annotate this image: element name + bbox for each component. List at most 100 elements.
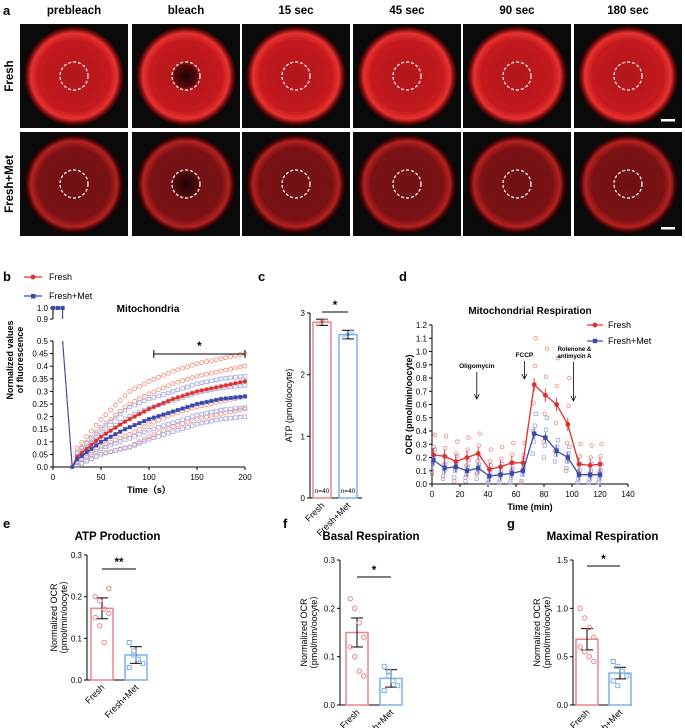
replicate-point <box>578 442 583 447</box>
roi-circle <box>59 61 89 91</box>
replicate-point <box>530 451 535 456</box>
replicate-point <box>141 381 147 387</box>
y-tick-label: 1.5 <box>557 556 569 565</box>
replicate-point <box>542 411 547 416</box>
replicate-point <box>555 444 560 449</box>
y-tick-label: 0.1 <box>71 634 83 643</box>
data-point <box>126 640 132 645</box>
replicate-point <box>553 453 559 458</box>
replicate-point <box>89 452 94 457</box>
roi-circle <box>392 61 422 91</box>
replicate-point <box>151 376 157 382</box>
replicate-point <box>98 446 104 451</box>
replicate-point <box>199 420 204 426</box>
panel-c-label: c <box>258 269 265 284</box>
replicate-point <box>185 384 190 390</box>
replicate-point <box>509 475 514 480</box>
replicate-point <box>588 455 593 460</box>
replicate-point <box>476 443 481 448</box>
replicate-point <box>113 448 118 453</box>
series-point <box>224 383 228 388</box>
replicate-point <box>108 428 113 434</box>
x-tick-label: Fresh+Met <box>358 707 396 728</box>
replicate-point <box>136 383 142 389</box>
replicate-point <box>565 459 570 464</box>
data-point <box>591 658 597 665</box>
replicate-point <box>189 375 195 381</box>
series-point <box>94 438 98 443</box>
series-point <box>597 461 603 467</box>
series-point <box>118 422 122 427</box>
replicate-point <box>218 416 224 422</box>
replicate-point <box>170 429 176 434</box>
roi-circle <box>281 61 311 91</box>
replicate-point <box>213 408 219 414</box>
replicate-point <box>213 417 219 423</box>
y-tick-label: 0.0 <box>557 701 569 710</box>
data-point <box>619 668 625 674</box>
replicate-point <box>499 444 505 450</box>
replicate-point <box>156 393 161 399</box>
series-point <box>554 402 559 407</box>
oocyte-cell <box>578 134 678 234</box>
replicate-point <box>588 468 593 473</box>
replicate-point <box>189 414 195 419</box>
replicate-point <box>564 465 569 471</box>
series-point <box>200 388 204 393</box>
x-tick-label: 0 <box>430 490 435 499</box>
series-point <box>80 454 84 458</box>
replicate-point <box>185 424 190 430</box>
replicate-point <box>223 416 228 421</box>
series-point <box>176 395 180 400</box>
replicate-point <box>223 407 228 412</box>
data-point <box>131 648 137 654</box>
replicate-point <box>242 405 248 410</box>
row-label: Fresh <box>4 60 16 91</box>
replicate-point <box>185 415 190 421</box>
y-tick-label: 0.0 <box>71 676 83 685</box>
data-point <box>92 593 98 600</box>
replicate-point <box>146 428 152 433</box>
replicate-point <box>237 414 243 420</box>
y-axis-label: （pmol/min/oocyte） <box>309 591 319 675</box>
y-tick-label: 0.4 <box>416 427 428 436</box>
series-point <box>204 387 209 392</box>
replicate-point <box>455 439 460 444</box>
replicate-point <box>209 409 214 415</box>
replicate-point <box>127 436 132 441</box>
replicate-point <box>208 370 214 376</box>
replicate-point <box>465 464 470 469</box>
replicate-point <box>208 358 214 364</box>
series-point <box>108 434 113 439</box>
y-axis-label: （pmol/min/oocyte） <box>59 576 69 660</box>
series-point <box>520 460 526 466</box>
series-point <box>84 450 89 455</box>
annotation-arrow-head <box>570 395 577 402</box>
series-line <box>433 432 600 477</box>
replicate-point <box>127 401 133 407</box>
replicate-point <box>184 376 190 382</box>
timepoint-label: 15 sec <box>278 5 314 17</box>
replicate-point <box>228 415 233 421</box>
replicate-point <box>122 445 128 451</box>
y-tick-label: 1.0 <box>557 604 569 613</box>
roi-circle <box>502 61 532 91</box>
series-point <box>209 386 214 391</box>
legend-label: Fresh+Met <box>49 291 93 301</box>
replicate-point <box>429 468 435 473</box>
x-tick-label: 80 <box>540 490 549 499</box>
replicate-point <box>543 374 549 379</box>
replicate-point <box>228 375 233 380</box>
replicate-point <box>122 433 128 439</box>
series-point <box>520 468 526 473</box>
series-point <box>180 394 185 398</box>
replicate-point <box>204 410 209 416</box>
replicate-point <box>487 459 493 464</box>
data-point <box>386 673 392 679</box>
series-point <box>142 409 146 414</box>
replicate-point <box>146 421 152 427</box>
data-point <box>315 321 321 327</box>
replicate-point <box>117 408 123 414</box>
scale-bar <box>661 119 675 122</box>
